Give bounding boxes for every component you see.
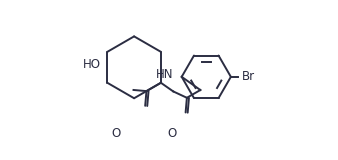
Text: Br: Br <box>242 70 255 83</box>
Text: O: O <box>111 127 120 140</box>
Text: O: O <box>167 127 176 140</box>
Text: HN: HN <box>155 68 173 81</box>
Text: HO: HO <box>82 58 100 71</box>
